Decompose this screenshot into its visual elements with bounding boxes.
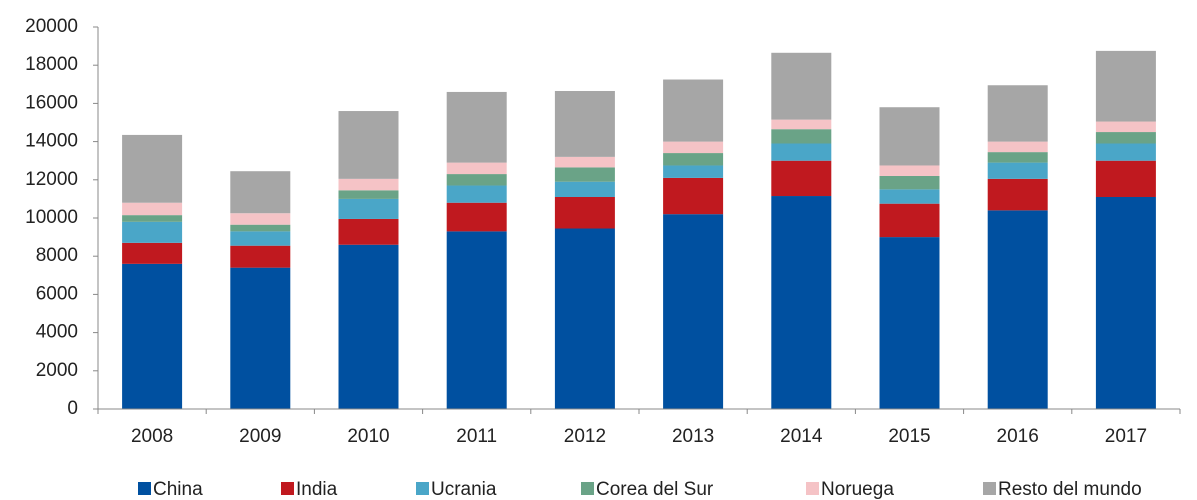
bar-segment (771, 196, 832, 409)
bar-segment (122, 202, 183, 216)
y-tick-label: 4000 (36, 322, 78, 343)
x-tick-label: 2011 (456, 426, 497, 447)
bar-segment (879, 189, 940, 204)
bar-segment (771, 143, 832, 161)
y-tick-label: 18000 (25, 54, 78, 75)
bar-segment (1095, 132, 1156, 144)
bar-segment (987, 162, 1048, 179)
legend-swatch (416, 482, 429, 495)
bar-segment (663, 214, 724, 409)
bar-segment (338, 198, 399, 219)
x-tick-label: 2016 (997, 426, 1039, 447)
legend-swatch (983, 482, 996, 495)
bar-segment (1095, 50, 1156, 122)
bar-segment (663, 177, 724, 215)
x-tick-label: 2012 (564, 426, 606, 447)
bar-segment (987, 141, 1048, 153)
legend-label: Noruega (821, 479, 894, 500)
bar-segment (771, 119, 832, 130)
bar-segment (879, 165, 940, 176)
bar-segment (663, 165, 724, 178)
bar-segment (554, 167, 615, 182)
bar-segment (122, 263, 183, 409)
bar-segment (987, 178, 1048, 211)
legend-swatch (138, 482, 151, 495)
bar-segment (446, 174, 507, 186)
bar-segment (122, 221, 183, 243)
bar-segment (122, 242, 183, 264)
bar-segment (663, 79, 724, 142)
bar-segment (771, 129, 832, 144)
bar-segment (554, 181, 615, 197)
bar-segment (987, 85, 1048, 142)
y-tick-label: 14000 (25, 131, 78, 152)
legend-swatch (581, 482, 594, 495)
x-tick-label: 2008 (131, 426, 173, 447)
x-tick-label: 2015 (888, 426, 930, 447)
bar-segment (879, 237, 940, 409)
bar-segment (338, 178, 399, 191)
x-tick-label: 2013 (672, 426, 714, 447)
y-tick-label: 2000 (36, 360, 78, 381)
bar-segment (446, 162, 507, 175)
bar-segment (338, 244, 399, 409)
bar-segment (554, 90, 615, 157)
bar-segment (230, 224, 291, 232)
bar-segment (771, 52, 832, 120)
y-tick-label: 8000 (36, 245, 78, 266)
bar-segment (446, 231, 507, 409)
y-tick-label: 12000 (25, 169, 78, 190)
bar-segment (230, 267, 291, 409)
legend-label: Resto del mundo (998, 479, 1142, 500)
bar-segment (338, 218, 399, 245)
legend-label: China (153, 479, 203, 500)
bar-segment (554, 196, 615, 229)
bar-segment (230, 171, 291, 214)
legend-swatch (806, 482, 819, 495)
bar-segment (879, 107, 940, 166)
y-tick-label: 6000 (36, 283, 78, 304)
bar-segment (446, 185, 507, 203)
bar-segment (663, 141, 724, 154)
x-tick-label: 2010 (347, 426, 389, 447)
bar-segment (1095, 160, 1156, 197)
legend-label: India (296, 479, 338, 500)
bar-segment (987, 152, 1048, 163)
bar-segment (1095, 196, 1156, 409)
bar-segment (338, 190, 399, 199)
bar-segment (446, 91, 507, 163)
bar-segment (879, 203, 940, 238)
bar-segment (122, 215, 183, 222)
legend-swatch (281, 482, 294, 495)
bar-segment (879, 175, 940, 190)
legend-label: Corea del Sur (596, 479, 714, 500)
bar-segment (554, 156, 615, 168)
x-tick-label: 2017 (1105, 426, 1147, 447)
y-tick-label: 16000 (25, 92, 78, 113)
bar-segment (554, 228, 615, 409)
y-tick-label: 20000 (25, 16, 78, 37)
bar-segment (230, 245, 291, 268)
bar-segment (663, 153, 724, 166)
bar-segment (987, 210, 1048, 409)
legend-label: Ucrania (431, 479, 497, 500)
bar-segment (122, 134, 183, 203)
bar-segment (338, 111, 399, 179)
x-tick-label: 2014 (780, 426, 823, 447)
bar-segment (771, 160, 832, 197)
y-tick-label: 0 (67, 398, 78, 419)
bar-segment (230, 231, 291, 246)
bar-segment (1095, 121, 1156, 133)
bar-segment (446, 202, 507, 232)
y-tick-label: 10000 (25, 207, 78, 228)
x-tick-label: 2009 (239, 426, 281, 447)
bar-segment (230, 213, 291, 225)
bar-segment (1095, 143, 1156, 161)
